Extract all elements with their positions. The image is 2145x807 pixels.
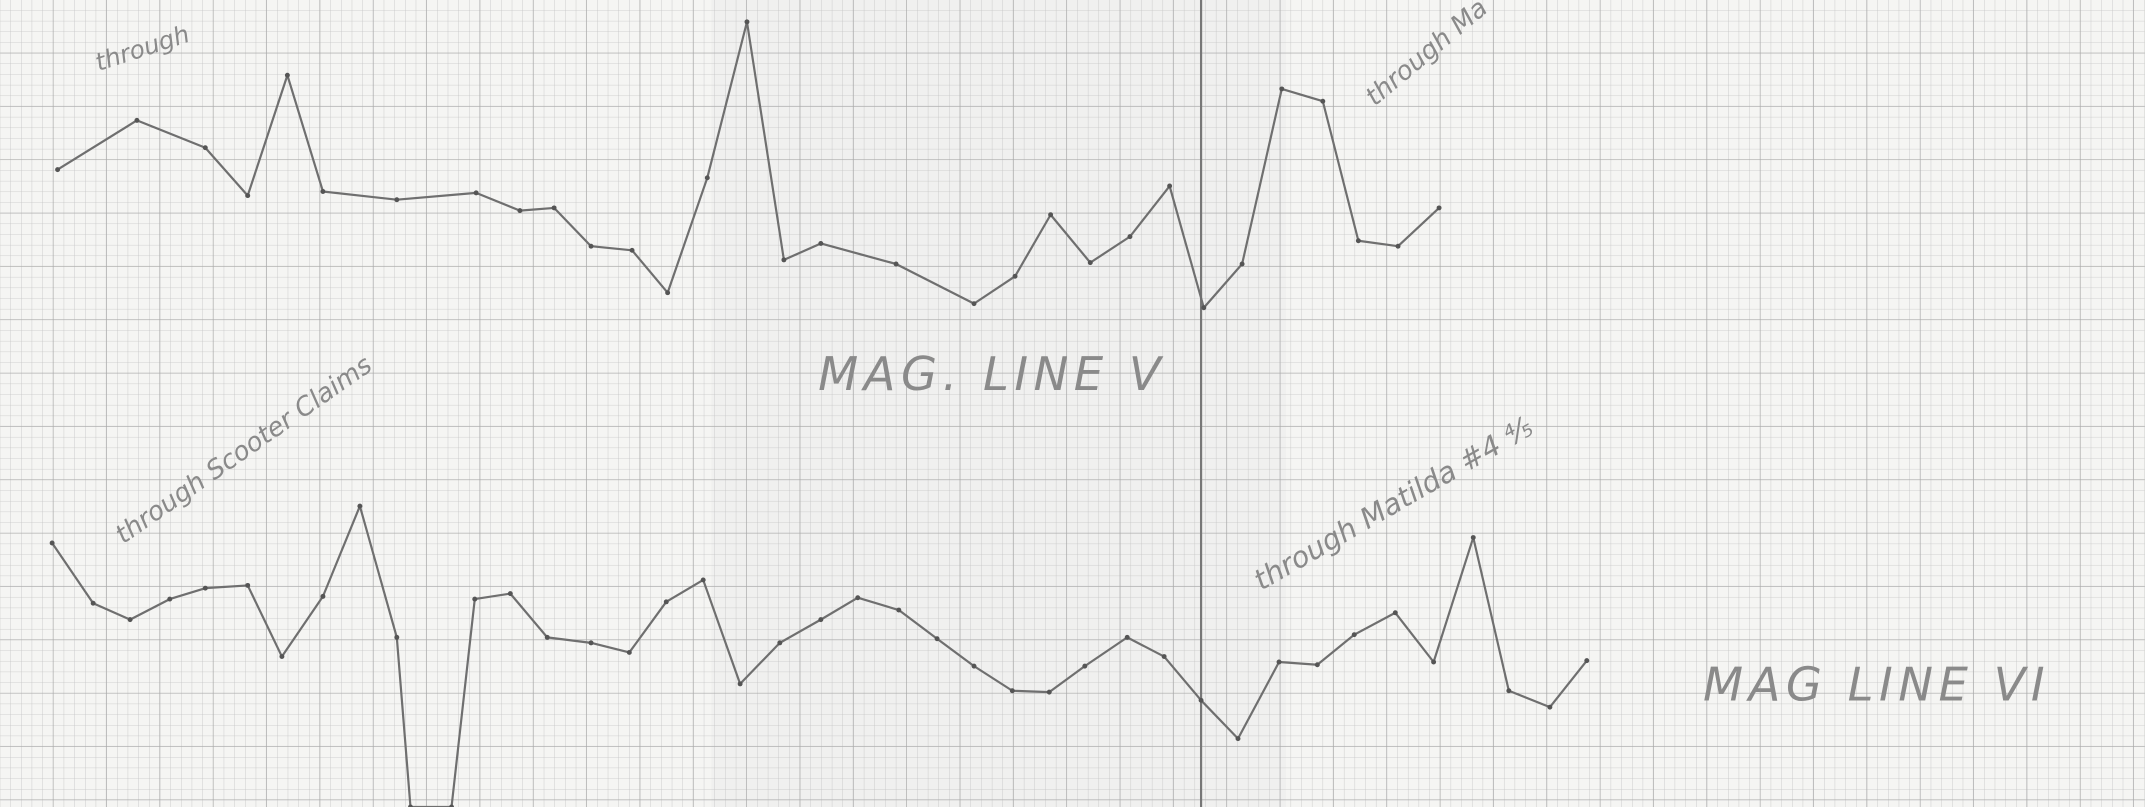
- station-dot: [284, 72, 290, 78]
- station-dot: [629, 247, 635, 253]
- station-dot: [1048, 212, 1054, 218]
- station-dot: [473, 190, 479, 196]
- station-dot: [449, 804, 454, 807]
- station-dot: [1161, 654, 1167, 660]
- station-dot: [134, 117, 140, 123]
- station-dot: [855, 595, 861, 601]
- station-dot: [588, 640, 594, 646]
- station-dot: [1082, 663, 1088, 669]
- station-dot: [1046, 689, 1052, 695]
- station-dot: [818, 617, 824, 623]
- station-dot: [408, 804, 413, 807]
- station-dot: [279, 654, 285, 660]
- station-dot: [1431, 659, 1437, 665]
- station-dot: [1124, 634, 1130, 640]
- station-dot: [320, 189, 326, 194]
- profile-line-vi: [51, 504, 1588, 807]
- station-dot: [896, 607, 902, 613]
- station-dot: [517, 208, 523, 214]
- station-dot: [357, 503, 363, 509]
- station-dot: [663, 599, 669, 605]
- station-dot: [1320, 98, 1326, 104]
- station-dot: [544, 634, 550, 640]
- profile-label: MAG. LINE V: [818, 347, 1166, 401]
- station-dot: [394, 634, 400, 640]
- station-dot: [507, 591, 513, 597]
- station-dot: [704, 175, 710, 181]
- station-dot: [744, 19, 750, 25]
- station-dot: [971, 301, 977, 307]
- station-dot: [127, 617, 133, 623]
- station-dot: [1351, 632, 1357, 638]
- station-dot: [1436, 205, 1442, 211]
- station-dot: [1395, 243, 1401, 249]
- station-dot: [90, 600, 96, 606]
- station-dot: [1239, 261, 1245, 267]
- station-dot: [1276, 659, 1282, 665]
- station-dot: [934, 636, 940, 642]
- station-dot: [1547, 704, 1553, 710]
- station-dot: [1087, 260, 1093, 266]
- station-dot: [1127, 234, 1133, 240]
- station-dot: [551, 205, 557, 211]
- station-dot: [1201, 305, 1207, 311]
- station-dot: [777, 640, 783, 646]
- station-dot: [1198, 697, 1204, 703]
- station-dot: [320, 593, 326, 599]
- station-dot: [588, 243, 594, 249]
- station-dot: [1392, 610, 1398, 616]
- station-dot: [1279, 86, 1285, 92]
- station-dot: [1470, 535, 1476, 541]
- station-dot: [700, 577, 706, 583]
- station-dot: [1012, 273, 1018, 279]
- station-dot: [971, 663, 977, 669]
- station-dot: [1355, 238, 1361, 244]
- station-dot: [245, 582, 251, 588]
- station-dot: [167, 596, 173, 602]
- station-dot: [1235, 736, 1241, 742]
- station-dot: [893, 261, 899, 267]
- station-dot: [202, 145, 208, 151]
- station-dot: [1506, 688, 1512, 694]
- station-dot: [1167, 183, 1173, 189]
- station-dot: [1314, 662, 1320, 668]
- station-dot: [472, 596, 478, 602]
- station-dot: [245, 193, 251, 199]
- station-dot: [737, 681, 743, 687]
- station-dot: [626, 649, 632, 655]
- profile-label: MAG LINE VI: [1703, 657, 2050, 711]
- station-dot: [394, 197, 400, 203]
- station-dot: [1009, 688, 1015, 694]
- station-dot: [55, 167, 61, 173]
- station-dot: [818, 241, 824, 246]
- station-dot: [202, 585, 208, 591]
- station-dot: [781, 257, 787, 263]
- station-dot: [665, 290, 671, 296]
- station-dot: [1584, 658, 1590, 664]
- station-dot: [49, 540, 55, 546]
